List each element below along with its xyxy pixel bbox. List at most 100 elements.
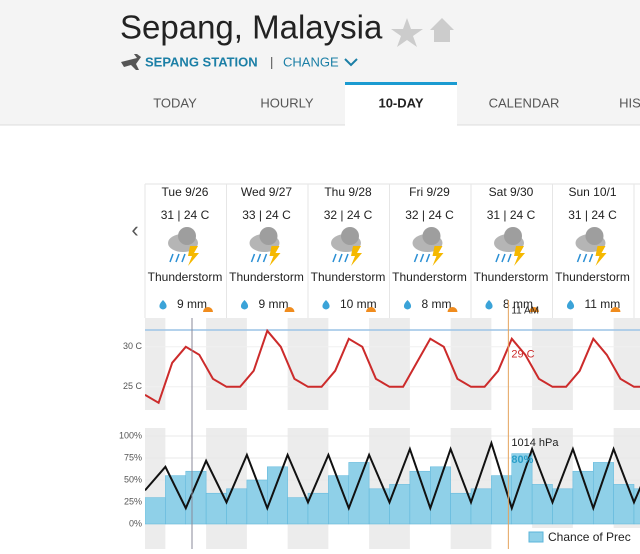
legend-swatch: [528, 531, 544, 543]
day-temps: 31 | 24 C: [161, 208, 210, 222]
location-title: Sepang, Malaysia: [120, 9, 383, 46]
weather-icon: [168, 227, 199, 266]
cloud: [178, 227, 196, 245]
rain: [419, 253, 425, 263]
night-stripe: [450, 318, 492, 410]
day-temps: 31 | 24 C: [487, 208, 536, 222]
night-stripe: [287, 318, 329, 410]
precip-bar: [613, 484, 635, 525]
day-temps: 31 | 24 C: [568, 208, 617, 222]
day-date: Tue 9/26: [162, 185, 209, 199]
rain: [262, 253, 268, 263]
day-precip: 11 mm: [585, 297, 621, 311]
precip-bar: [145, 497, 166, 525]
day-date: Thu 9/28: [324, 185, 372, 199]
tab[interactable]: CALENDAR: [489, 95, 560, 110]
sun-icon: [284, 307, 295, 312]
day-temps: 32 | 24 C: [324, 208, 373, 222]
day-date: Sat 9/30: [489, 185, 534, 199]
day-condition: Thunderstorm: [555, 270, 630, 284]
prev-arrow[interactable]: ‹: [131, 217, 138, 242]
header-bg: [0, 0, 640, 125]
drop-icon: [403, 300, 412, 310]
tab[interactable]: TODAY: [153, 95, 197, 110]
precip-bar: [389, 484, 411, 525]
tab[interactable]: HIS: [619, 95, 640, 110]
day-condition: Thunderstorm: [392, 270, 467, 284]
cloud: [259, 227, 278, 245]
bolt: [514, 246, 525, 266]
tab[interactable]: 10-DAY: [378, 95, 423, 110]
home-icon[interactable]: [430, 18, 454, 42]
drop-icon: [240, 300, 249, 310]
weather-icon: [412, 227, 444, 266]
bolt: [432, 246, 444, 266]
rain: [588, 253, 594, 263]
tab[interactable]: HOURLY: [260, 95, 314, 110]
rain: [256, 253, 262, 263]
sun-icon: [366, 307, 376, 312]
change-chevron[interactable]: [344, 58, 358, 67]
day-precip: 9 mm: [177, 297, 207, 311]
day-temps: 33 | 24 C: [242, 208, 291, 222]
sun-icon: [203, 307, 213, 312]
weather-icon: [331, 227, 362, 266]
day-condition: Thunderstorm: [474, 270, 549, 284]
charts: 30 C 25 C 100% 75% 50% 25% 0% 11 AM 29 C 1014 hPa…: [119, 300, 640, 549]
day-condition: Thunderstorm: [148, 270, 223, 284]
day-date: Sun 10/1: [568, 185, 616, 199]
active-tab-bg: [345, 83, 457, 126]
change-link[interactable]: CHANGE: [283, 54, 339, 69]
cloud: [422, 227, 441, 245]
day-condition: Thunderstorm: [311, 270, 386, 284]
weather-icon: [494, 227, 525, 266]
temp-tick-label: 30 C: [123, 341, 143, 351]
chart-area: [145, 318, 640, 549]
drop-icon: [485, 300, 493, 310]
day-date: Wed 9/27: [241, 185, 292, 199]
day-condition: Thunderstorm: [229, 270, 304, 284]
rain: [338, 253, 343, 263]
night-stripe: [206, 318, 247, 410]
favorite-star[interactable]: [391, 18, 423, 47]
precip-tick-label: 0%: [129, 518, 142, 528]
day-precip: 8 mm: [503, 297, 533, 311]
precip-bar: [430, 466, 451, 525]
night-stripe: [450, 428, 492, 549]
precip-tick-label: 25%: [124, 496, 142, 506]
cloud: [585, 227, 604, 245]
rain: [413, 253, 419, 263]
precip-tick-label: 75%: [124, 452, 142, 462]
station-link[interactable]: SEPANG STATION: [145, 54, 258, 69]
rain: [175, 253, 180, 263]
day-date: Fri 9/29: [409, 185, 450, 199]
hover-pressure: 1014 hPa: [511, 437, 559, 449]
rain: [576, 253, 582, 263]
precip-bar: [348, 462, 370, 525]
precip-bar: [287, 497, 309, 525]
day-temps: 32 | 24 C: [405, 208, 454, 222]
weather-icon: [249, 227, 281, 266]
rain: [495, 253, 500, 263]
night-stripe: [145, 318, 166, 410]
cloud: [504, 227, 522, 245]
temp-tick-label: 25 C: [123, 381, 143, 391]
night-stripe: [532, 318, 573, 410]
pressure-line: [145, 439, 640, 512]
precip-bar: [633, 488, 640, 525]
sun-icon: [447, 307, 458, 312]
hover-time: 11 AM: [511, 306, 539, 317]
hover-temp: 29 C: [511, 349, 534, 361]
separator: |: [270, 54, 273, 69]
rain: [250, 253, 256, 263]
bolt: [269, 246, 281, 266]
precip-tick-label: 50%: [124, 474, 142, 484]
plane-icon: [121, 54, 141, 70]
night-stripe: [369, 318, 410, 410]
precip-bar: [185, 470, 207, 525]
cloud: [341, 227, 359, 245]
precip-bar: [267, 466, 288, 525]
bolt: [595, 246, 607, 266]
night-stripe: [206, 428, 247, 549]
